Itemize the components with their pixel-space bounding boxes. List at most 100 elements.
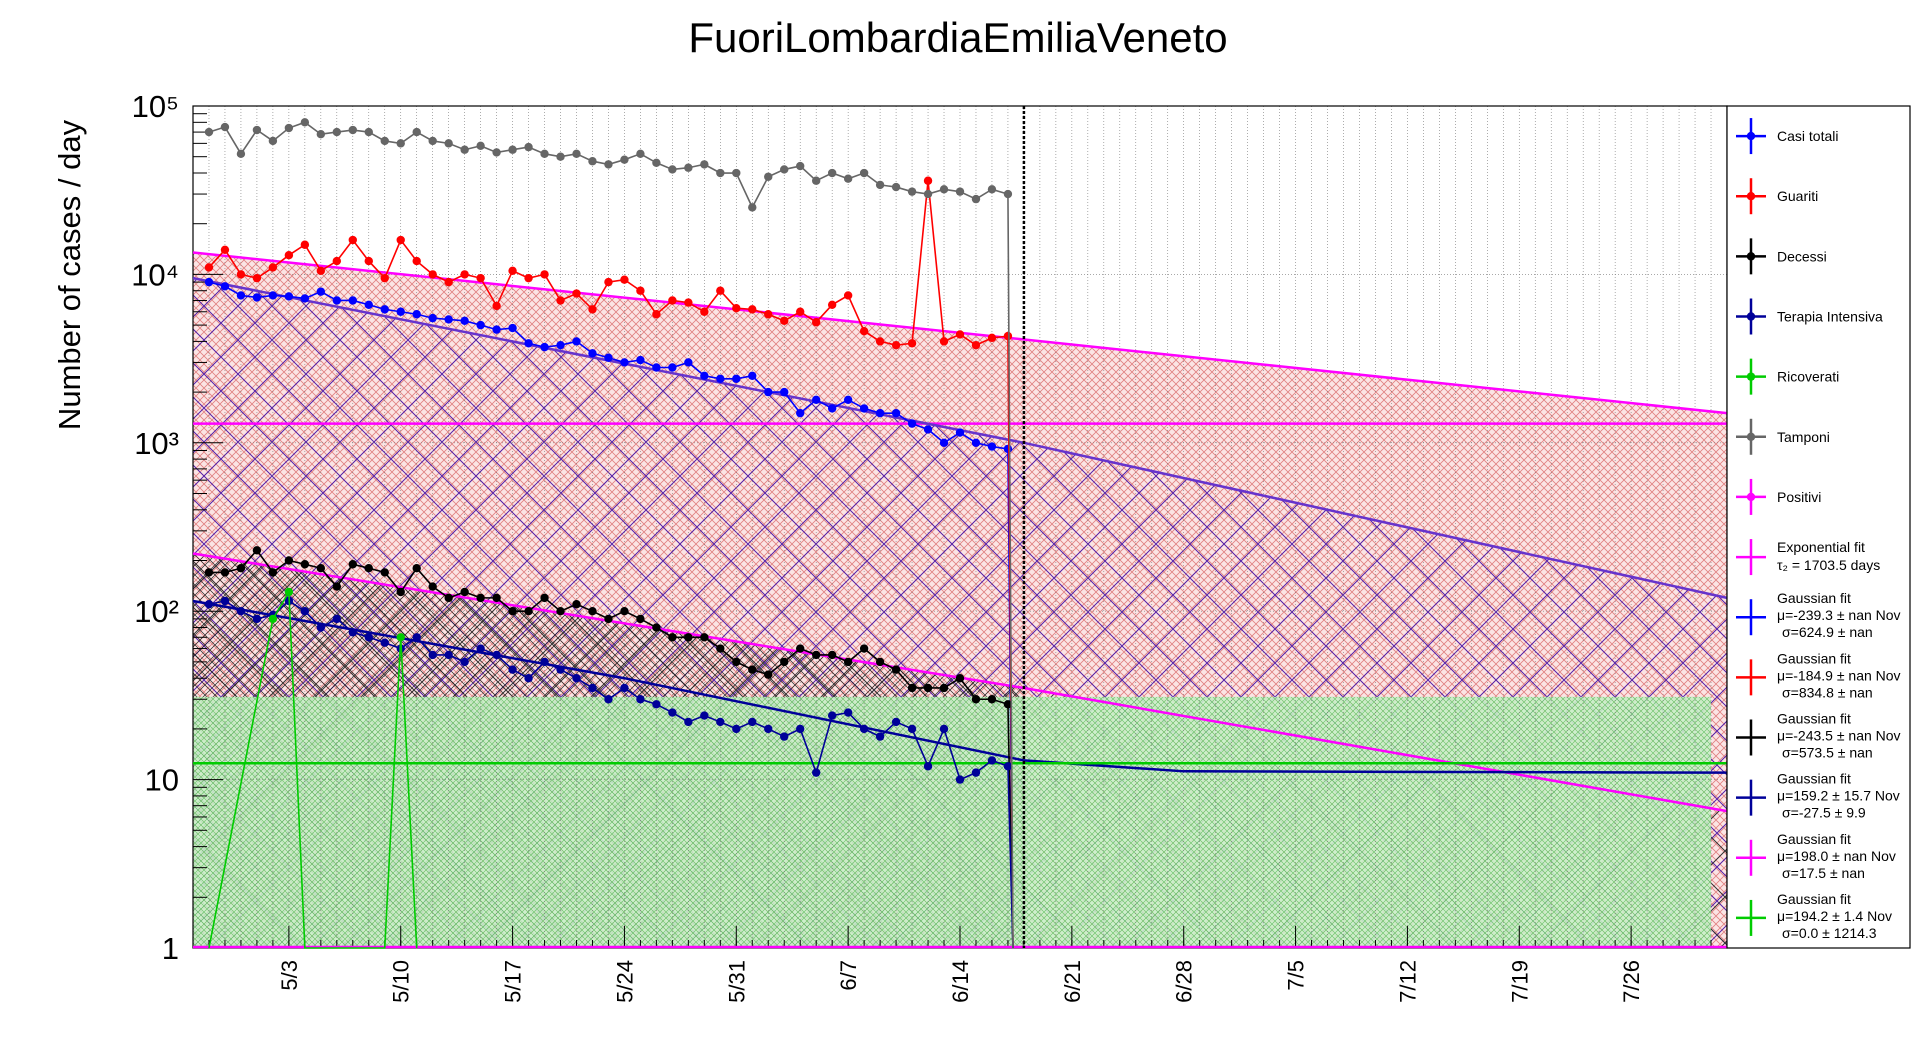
data-point (652, 158, 661, 167)
data-point (923, 425, 933, 434)
legend-sublabel: μ=194.2 ± 1.4 Nov (1777, 908, 1892, 924)
x-tick-label: 5/17 (501, 960, 526, 1003)
data-point (859, 168, 869, 178)
x-axis-ticks: 5/3 5/10 5/17 5/24 5/31 6/7 6/14 6/21 6/28 7/5 7/1… (208, 926, 1712, 1003)
data-point (827, 300, 837, 309)
data-point (875, 408, 885, 418)
data-point (364, 300, 373, 309)
data-point (508, 665, 517, 674)
data-point (859, 404, 869, 413)
data-point (923, 762, 933, 771)
data-point (971, 438, 981, 447)
data-point (428, 582, 437, 591)
x-tick-label: 5/3 (277, 960, 302, 991)
data-point (412, 310, 421, 319)
data-point (636, 149, 645, 159)
legend-label: Gaussian fit (1777, 650, 1851, 666)
data-point (987, 333, 997, 343)
data-point (396, 587, 405, 597)
data-point (492, 650, 501, 660)
data-point (220, 568, 230, 577)
data-point (780, 165, 789, 174)
data-point (732, 303, 741, 313)
data-point (492, 148, 501, 157)
x-tick-label: 7/5 (1284, 960, 1309, 991)
data-point (204, 263, 214, 272)
data-point (300, 607, 310, 616)
data-point (444, 315, 453, 324)
data-point (971, 695, 981, 704)
data-point (796, 307, 805, 316)
data-point (748, 371, 757, 380)
y-tick-label: 1 (162, 931, 179, 966)
data-point (476, 593, 485, 603)
legend-sublabel-2: σ=624.9 ± nan (1782, 624, 1873, 640)
legend-label: Gaussian fit (1777, 891, 1851, 907)
data-point (700, 307, 709, 316)
legend-label: Gaussian fit (1777, 711, 1851, 727)
data-point (204, 277, 214, 287)
data-point (332, 296, 342, 305)
data-point (332, 614, 342, 624)
data-point (460, 145, 469, 154)
data-point (1003, 762, 1013, 771)
series-line (208, 180, 1014, 949)
data-point (971, 768, 981, 777)
data-point (476, 320, 485, 330)
data-point (556, 296, 565, 305)
data-point (700, 160, 709, 169)
x-tick-label: 7/26 (1619, 960, 1644, 1003)
data-point (684, 717, 693, 727)
data-point (556, 152, 565, 161)
data-point (780, 387, 789, 397)
data-point (955, 674, 965, 683)
data-point (300, 118, 310, 127)
data-point (716, 717, 725, 727)
x-tick-label: 7/12 (1395, 960, 1420, 1003)
data-point (716, 168, 725, 178)
data-point (508, 607, 517, 616)
data-point (300, 560, 310, 569)
data-point (284, 587, 294, 597)
data-point (636, 695, 645, 704)
data-point (684, 358, 693, 367)
data-point (1003, 700, 1013, 709)
data-point (732, 657, 741, 667)
data-point (332, 582, 342, 591)
data-point (220, 122, 230, 132)
legend-marker (1746, 312, 1756, 321)
data-point (396, 235, 405, 245)
data-point (252, 546, 262, 555)
data-point (764, 724, 773, 734)
legend-label: Ricoverati (1777, 369, 1839, 385)
data-point (572, 289, 581, 298)
data-point (492, 325, 501, 334)
data-point (332, 127, 342, 137)
data-point (971, 340, 981, 350)
data-point (236, 607, 246, 616)
data-point (412, 256, 421, 266)
data-point (364, 564, 373, 573)
y-axis-label: Number of cases / day (52, 119, 87, 430)
data-point (348, 628, 357, 637)
data-point (556, 665, 565, 674)
data-point (604, 277, 613, 287)
x-tick-label: 6/28 (1172, 960, 1197, 1003)
data-point (252, 273, 262, 283)
legend-sublabel-2: σ=834.8 ± nan (1782, 684, 1873, 700)
data-point (460, 587, 469, 597)
x-tick-label: 5/10 (389, 960, 414, 1003)
legend-sublabel: μ=-239.3 ± nan Nov (1777, 607, 1901, 623)
data-point (524, 273, 533, 283)
data-point (572, 149, 581, 159)
data-point (891, 340, 901, 350)
data-point (364, 256, 373, 266)
data-point (843, 708, 853, 717)
data-point (923, 176, 933, 185)
data-point (923, 189, 933, 199)
data-point (955, 775, 965, 784)
data-point (572, 337, 581, 346)
legend-label: Positivi (1777, 489, 1821, 505)
data-point (300, 240, 310, 249)
data-point (476, 644, 485, 653)
